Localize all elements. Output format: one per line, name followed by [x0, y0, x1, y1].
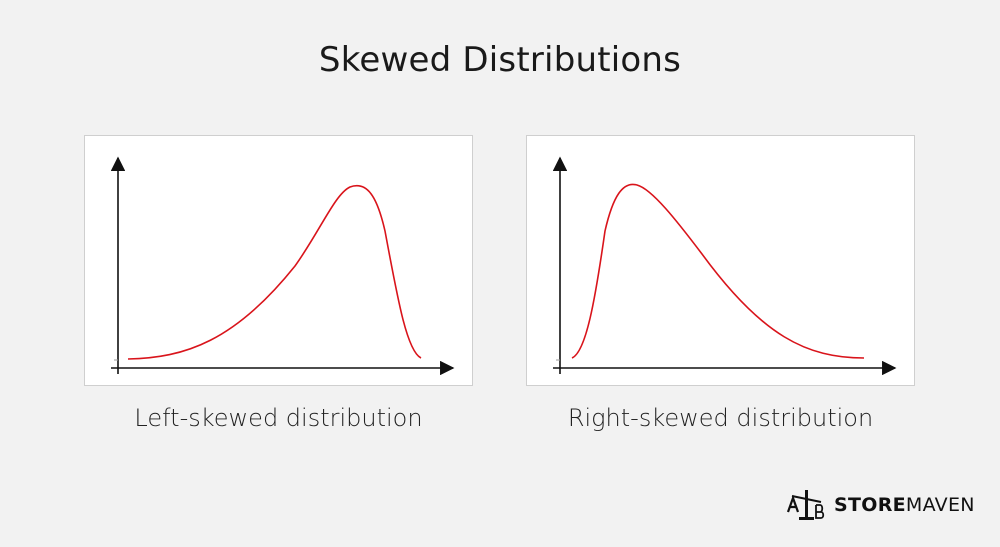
- left-skew-caption: Left-skewed distribution: [134, 404, 423, 432]
- brand-name: STOREMAVEN: [834, 494, 975, 516]
- page-title: Skewed Distributions: [318, 40, 682, 80]
- right-skew-caption: Right-skewed distribution: [567, 404, 874, 432]
- left-skew-chart: [110, 156, 455, 376]
- brand-name-light: MAVEN: [905, 494, 975, 516]
- left-skew-panel: [84, 135, 473, 386]
- distribution-curve: [571, 183, 865, 359]
- brand-name-bold: STORE: [834, 494, 906, 516]
- right-skew-panel: [526, 135, 915, 386]
- ab-scale-icon: [786, 490, 825, 520]
- storemaven-logo: STOREMAVEN: [786, 488, 975, 522]
- distribution-curve: [127, 184, 422, 360]
- right-skew-chart: [552, 156, 897, 376]
